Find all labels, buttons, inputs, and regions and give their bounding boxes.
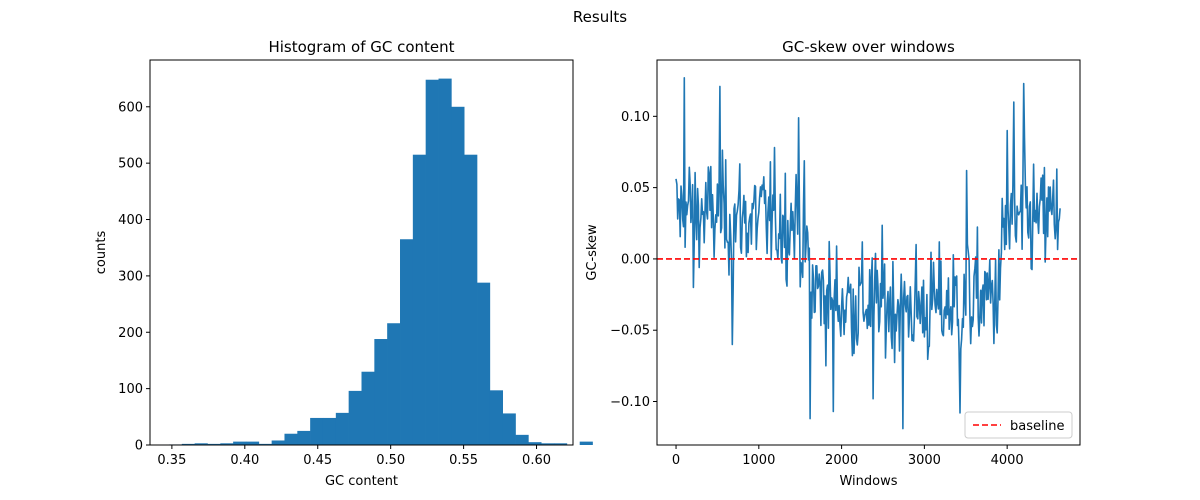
y-tick-label: 100 (118, 382, 143, 397)
x-tick-label: 0.60 (522, 453, 551, 468)
histogram-bar (451, 106, 465, 445)
histogram-bar (477, 282, 491, 445)
y-tick-label: 0.10 (621, 110, 650, 125)
histogram-bar (348, 390, 362, 445)
skew-title: GC-skew over windows (782, 38, 955, 56)
histogram-y-label: counts (94, 231, 109, 275)
histogram-bar (207, 443, 221, 445)
x-tick-label: 0.50 (376, 453, 405, 468)
x-tick-label: 0.45 (303, 453, 332, 468)
histogram-bar (245, 441, 260, 445)
y-tick-label: 400 (118, 213, 143, 228)
histogram-bar (425, 79, 439, 445)
x-tick-label: 0.35 (157, 453, 186, 468)
histogram-bar (464, 154, 478, 445)
histogram-bar (361, 371, 375, 445)
y-tick-label: −0.05 (610, 324, 650, 339)
histogram-bar (515, 434, 529, 445)
legend-baseline-label: baseline (1010, 419, 1064, 434)
histogram-bar (335, 412, 349, 445)
histogram-bar (387, 323, 401, 445)
skew-x-ticks: 0 1000 2000 3000 4000 (672, 445, 1024, 468)
histogram-x-label: GC content (325, 474, 398, 489)
histogram-bar (412, 154, 426, 445)
skew-plot-frame (656, 59, 1081, 446)
histogram-y-ticks: 0 100 200 300 400 500 600 (118, 100, 150, 454)
histogram-bar (438, 78, 452, 445)
y-tick-label: 200 (118, 326, 143, 341)
histogram-bar (489, 390, 503, 445)
histogram-bar (579, 441, 593, 445)
histogram-bar (220, 443, 234, 445)
y-tick-label: −0.10 (610, 395, 650, 410)
histogram-bar (554, 443, 568, 445)
skew-panel: GC-skew over windows 0 1000 2000 3000 4000 −… (585, 38, 1081, 489)
skew-x-label: Windows (839, 474, 897, 489)
histogram-bar (541, 443, 555, 445)
x-tick-label: 0.40 (230, 453, 259, 468)
y-tick-label: 300 (118, 269, 143, 284)
histogram-bar (258, 443, 272, 445)
histogram-bar (310, 417, 324, 445)
histogram-plot-frame (149, 59, 574, 446)
histogram-bar (233, 441, 247, 445)
y-tick-label: 600 (118, 100, 143, 115)
histogram-bar (400, 239, 414, 445)
y-tick-label: 0.05 (621, 181, 650, 196)
histogram-bar (284, 433, 298, 445)
skew-y-label: GC-skew (585, 224, 600, 281)
histogram-bar (181, 443, 195, 445)
y-tick-label: 0 (135, 439, 143, 454)
figure-title: Results (573, 8, 627, 26)
histogram-bar (194, 443, 208, 445)
histogram-x-ticks: 0.35 0.40 0.45 0.50 0.55 0.60 (157, 445, 551, 468)
y-tick-label: 500 (118, 157, 143, 172)
x-tick-label: 0 (672, 453, 680, 468)
x-tick-label: 0.55 (449, 453, 478, 468)
x-tick-label: 4000 (991, 453, 1024, 468)
gc-skew-series-line (675, 77, 1061, 430)
histogram-title: Histogram of GC content (268, 38, 454, 56)
legend-box (964, 411, 1073, 439)
histogram-bar (374, 339, 388, 445)
x-tick-label: 1000 (742, 453, 775, 468)
x-tick-label: 2000 (825, 453, 858, 468)
histogram-bar (271, 440, 285, 445)
x-tick-label: 3000 (908, 453, 941, 468)
histogram-bar (528, 442, 542, 445)
histogram-panel: Histogram of GC content 0.35 0.40 0.45 0.50… (94, 38, 593, 489)
histogram-bar (322, 417, 337, 445)
skew-y-ticks: −0.10 −0.05 0.00 0.05 0.10 (610, 110, 657, 410)
histogram-bars (168, 78, 593, 445)
histogram-bar (297, 430, 311, 445)
skew-legend: baseline (964, 411, 1073, 439)
y-tick-label: 0.00 (621, 252, 650, 267)
histogram-bar (502, 413, 516, 445)
